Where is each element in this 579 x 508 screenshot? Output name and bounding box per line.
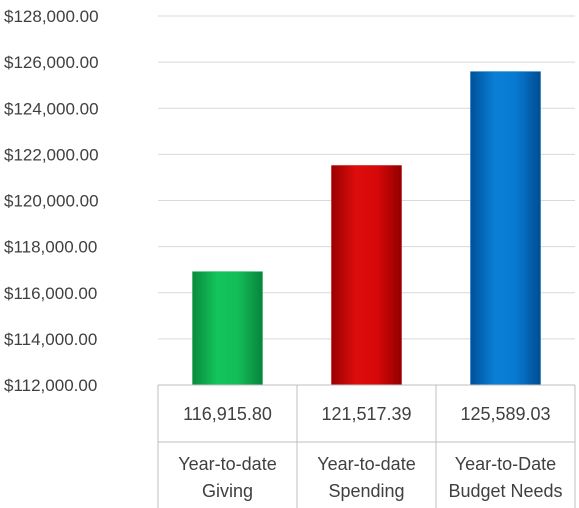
value-label: 121,517.39 [321,404,411,424]
y-tick-label: $112,000.00 [4,376,97,395]
category-label: Year-to-date [178,454,276,474]
category-label: Year-to-Date [455,454,556,474]
bar-2 [331,165,402,386]
category-label: Spending [328,481,404,501]
value-label: 125,589.03 [460,404,550,424]
y-tick-label: $124,000.00 [4,99,99,118]
category-label: Budget Needs [448,481,562,501]
y-tick-label: $122,000.00 [4,145,99,164]
value-label: 116,915.80 [183,404,272,424]
bar-1 [192,271,263,386]
bar-3 [470,71,541,386]
y-tick-label: $120,000.00 [4,192,99,211]
y-tick-label: $114,000.00 [4,330,97,349]
category-table: 116,915.80 Year-to-date Giving 121,517.39 Ye… [157,384,576,508]
y-tick-label: $126,000.00 [4,53,99,72]
y-axis: $128,000.00 $126,000.00 $124,000.00 $122,00… [4,7,99,395]
y-tick-label: $128,000.00 [4,7,99,26]
bars [192,71,541,386]
y-tick-label: $118,000.00 [4,238,97,257]
y-tick-label: $116,000.00 [4,284,97,303]
category-label: Giving [202,481,253,501]
category-label: Year-to-date [317,454,415,474]
